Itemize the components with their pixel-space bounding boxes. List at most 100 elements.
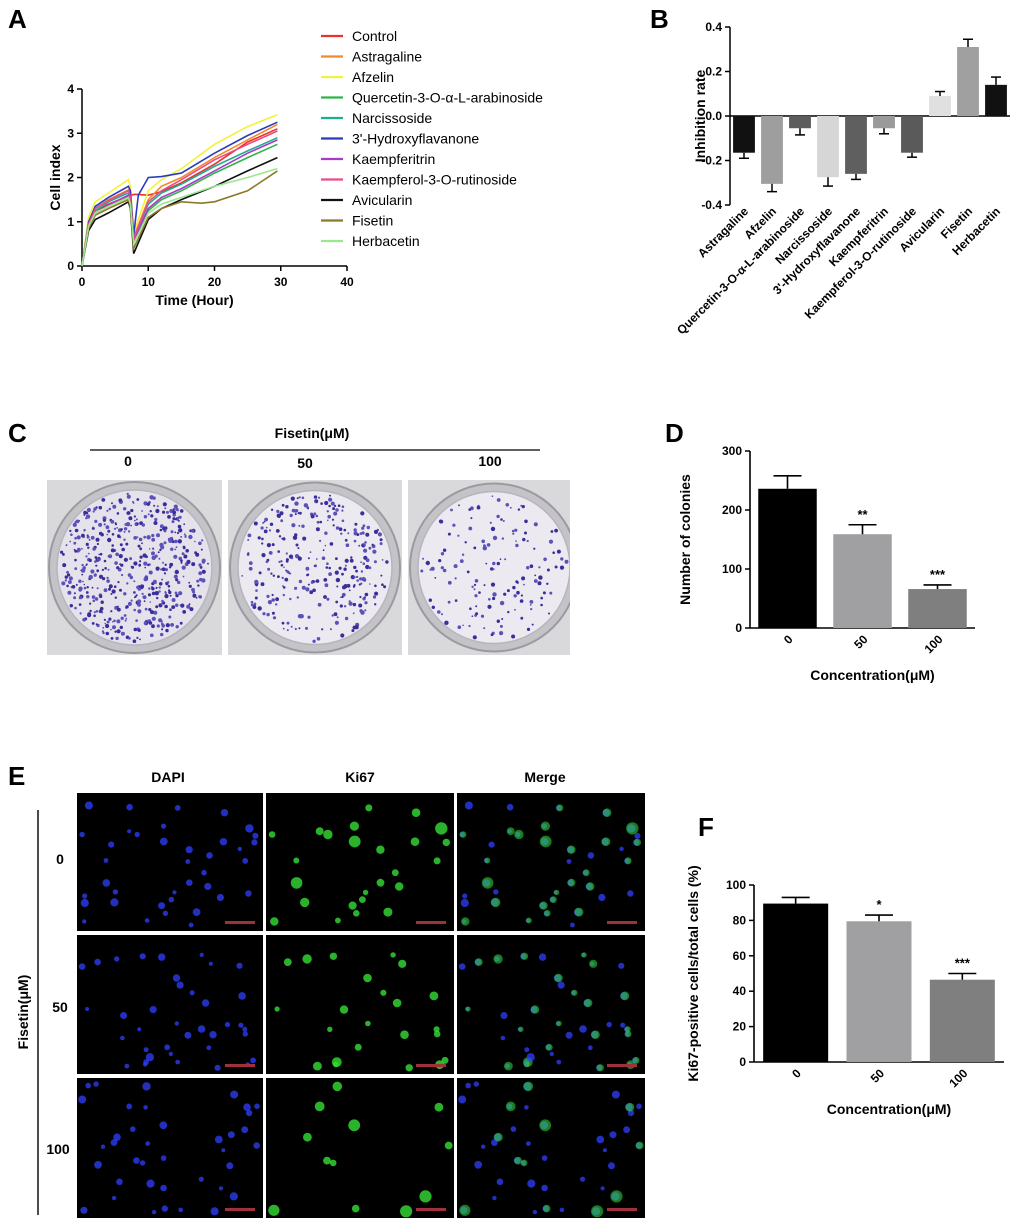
colony-dot <box>153 504 156 507</box>
colony-dot <box>290 625 293 628</box>
dapi-nucleus <box>620 1022 626 1028</box>
colony-dot <box>490 567 494 571</box>
colony-dot <box>167 589 171 592</box>
colony-dot <box>501 618 504 620</box>
colony-dot <box>340 532 343 535</box>
colony-dot <box>344 616 349 621</box>
ki67-signal <box>411 808 421 817</box>
colony-dot <box>170 623 175 627</box>
colony-dot <box>188 581 191 584</box>
colony-dot <box>335 577 341 583</box>
colony-dot <box>253 521 258 526</box>
colony-dot <box>322 549 325 552</box>
colony-dot <box>159 542 164 548</box>
colony-dot <box>291 523 296 528</box>
colony-dot <box>151 591 156 596</box>
dapi-nucleus <box>142 1082 151 1091</box>
f-y-axis-title: Ki67-positive cells/total cells (%) <box>685 865 701 1081</box>
colony-dot <box>103 559 107 563</box>
dapi-nucleus <box>130 1126 136 1132</box>
colony-dot <box>80 568 86 573</box>
colony-dot <box>281 503 285 507</box>
colony-dot <box>425 560 430 566</box>
colony-dot <box>310 581 314 584</box>
colony-dot <box>312 639 316 643</box>
colony-dot <box>478 591 481 594</box>
ki67-signal <box>526 917 532 924</box>
a-series-line-herbacetin <box>81 167 278 267</box>
colony-dot <box>174 531 177 534</box>
colony-dot <box>328 504 331 508</box>
f-y-tick-label: 40 <box>733 984 747 998</box>
colony-dot <box>549 591 553 595</box>
ki67-signal <box>539 1119 552 1132</box>
colony-dot <box>116 629 121 634</box>
dapi-nucleus <box>242 1026 248 1032</box>
ki67-signal <box>554 973 563 983</box>
colony-dot <box>110 610 113 613</box>
colony-dot <box>108 587 111 591</box>
colony-dot <box>515 540 517 542</box>
colony-dot <box>167 515 171 519</box>
colony-dot <box>499 631 504 636</box>
colony-dot <box>379 538 383 542</box>
dapi-nucleus <box>151 1209 157 1215</box>
dapi-nucleus <box>143 1047 149 1053</box>
d-category-label: 100 <box>922 632 946 656</box>
colony-dot <box>492 592 497 597</box>
dapi-nucleus <box>209 1031 217 1039</box>
a-x-tick-label: 0 <box>79 275 86 289</box>
dapi-nucleus <box>100 1144 106 1149</box>
colony-dot <box>125 605 129 609</box>
colony-dot <box>151 551 155 556</box>
colony-dot <box>538 575 543 580</box>
colony-dot <box>107 568 110 571</box>
colony-dot <box>291 557 294 560</box>
colony-dot <box>330 501 335 506</box>
f-y-tick-label: 20 <box>733 1020 747 1034</box>
b-y-axis-title: Inhibition rate <box>692 70 708 163</box>
colony-dot <box>319 539 322 542</box>
colony-dot <box>422 557 425 560</box>
ki67-signal <box>494 1132 503 1142</box>
colony-plate-well <box>417 490 570 645</box>
dapi-nucleus <box>158 953 166 961</box>
dapi-nucleus <box>510 1126 517 1132</box>
colony-dot <box>66 570 69 574</box>
colony-dot <box>537 581 542 586</box>
ki67-signal <box>348 835 361 848</box>
colony-dot <box>522 537 526 542</box>
colony-dot <box>172 508 175 511</box>
colony-dot <box>110 593 113 595</box>
ki67-signal <box>283 958 292 966</box>
colony-dot <box>111 621 114 623</box>
dapi-nucleus <box>527 1179 536 1188</box>
colony-dot <box>88 558 92 562</box>
colony-dot <box>371 543 374 546</box>
dapi-nucleus <box>524 1105 529 1110</box>
dapi-nucleus <box>133 1157 140 1164</box>
colony-dot <box>353 539 357 543</box>
colony-dot <box>95 610 99 613</box>
dapi-nucleus <box>559 1207 565 1213</box>
a-y-axis-title: Cell index <box>47 144 63 210</box>
colony-dot <box>99 594 103 599</box>
ki67-signal <box>398 959 407 968</box>
colony-dot <box>279 511 284 516</box>
colony-dot <box>175 603 179 607</box>
ki67-signal <box>567 878 576 887</box>
ki67-signal <box>539 901 548 910</box>
ki67-signal <box>591 1205 604 1218</box>
colony-dot <box>348 589 351 592</box>
colony-dot <box>486 543 491 547</box>
scale-bar <box>607 921 637 924</box>
colony-dot <box>88 539 91 541</box>
column-label-ki67: Ki67 <box>345 769 375 785</box>
colony-dot <box>101 498 106 502</box>
b-y-tick-label: -0.2 <box>701 154 722 168</box>
colony-dot <box>364 601 368 605</box>
ki67-signal <box>624 857 632 865</box>
colony-dot <box>340 633 345 638</box>
dapi-nucleus <box>473 1081 479 1087</box>
colony-dot <box>374 591 379 596</box>
